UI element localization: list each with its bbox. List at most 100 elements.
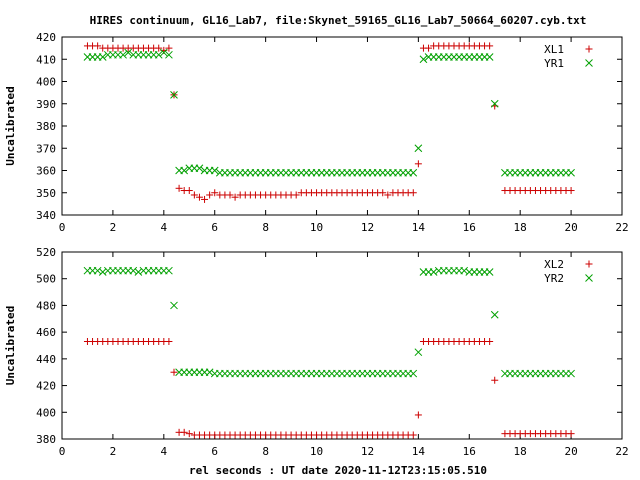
x-tick-label: 0 bbox=[59, 445, 66, 458]
legend-label: YR2 bbox=[544, 272, 564, 285]
x-tick-label: 12 bbox=[361, 445, 374, 458]
data-point bbox=[159, 48, 168, 57]
data-point bbox=[485, 53, 494, 61]
x-tick-label: 14 bbox=[412, 221, 426, 234]
legend-marker bbox=[585, 59, 593, 67]
y-tick-label: 380 bbox=[36, 433, 56, 446]
data-point bbox=[165, 44, 173, 52]
data-point bbox=[567, 430, 575, 438]
y-tick-label: 370 bbox=[36, 142, 56, 155]
y-tick-label: 350 bbox=[36, 187, 56, 200]
data-point bbox=[226, 191, 234, 199]
y-tick-label: 520 bbox=[36, 246, 56, 259]
data-point bbox=[210, 166, 219, 175]
data-point bbox=[429, 268, 438, 276]
y-tick-label: 400 bbox=[36, 406, 56, 419]
y-tick-label: 410 bbox=[36, 53, 56, 66]
y-tick-label: 400 bbox=[36, 76, 56, 89]
data-point bbox=[409, 168, 418, 177]
y-tick-label: 500 bbox=[36, 273, 56, 286]
y-tick-label: 380 bbox=[36, 120, 56, 133]
data-point bbox=[170, 90, 178, 99]
series-yr1 bbox=[83, 48, 575, 177]
data-point bbox=[180, 166, 189, 175]
data-point bbox=[134, 268, 143, 276]
y-tick-label: 360 bbox=[36, 165, 56, 178]
legend-marker bbox=[585, 260, 593, 268]
x-tick-label: 0 bbox=[59, 221, 66, 234]
data-point bbox=[292, 191, 300, 199]
data-point bbox=[211, 189, 219, 197]
data-point bbox=[180, 428, 188, 436]
data-point bbox=[93, 266, 102, 275]
plot-frame bbox=[61, 251, 623, 440]
data-point bbox=[155, 44, 163, 52]
data-point bbox=[414, 160, 422, 168]
y-tick-label: 390 bbox=[36, 98, 56, 111]
data-point bbox=[409, 431, 417, 439]
data-point bbox=[175, 184, 183, 192]
plot-frame bbox=[61, 36, 623, 216]
series-xl2 bbox=[83, 337, 575, 439]
data-point bbox=[98, 53, 107, 61]
data-point bbox=[567, 369, 575, 378]
x-tick-label: 10 bbox=[310, 221, 323, 234]
x-tick-label: 2 bbox=[110, 221, 117, 234]
data-point bbox=[409, 189, 417, 197]
data-point bbox=[185, 430, 193, 438]
x-axis-label: rel seconds : UT date 2020-11-12T23:15:0… bbox=[189, 464, 487, 477]
data-point bbox=[206, 191, 214, 199]
x-tick-label: 22 bbox=[615, 221, 628, 234]
data-point bbox=[409, 369, 418, 378]
chart-panels: 0 2 4 6 8 10 12 14 16 18 20 22340350360370380390400… bbox=[4, 31, 629, 458]
x-tick-label: 22 bbox=[615, 445, 628, 458]
x-tick-label: 8 bbox=[262, 221, 269, 234]
x-tick-label: 18 bbox=[514, 445, 527, 458]
legend-label: XL2 bbox=[544, 258, 564, 271]
legend-marker bbox=[585, 45, 593, 53]
y-tick-label: 480 bbox=[36, 299, 56, 312]
x-tick-label: 20 bbox=[564, 221, 577, 234]
data-point bbox=[195, 193, 203, 201]
y-tick-label: 340 bbox=[36, 209, 56, 222]
data-point bbox=[201, 195, 209, 203]
y-axis-label: Uncalibrated bbox=[4, 86, 17, 165]
x-tick-label: 16 bbox=[463, 221, 476, 234]
data-point bbox=[379, 189, 387, 197]
data-point bbox=[185, 187, 193, 195]
data-point bbox=[165, 266, 173, 275]
data-point bbox=[205, 368, 214, 377]
data-point bbox=[414, 348, 423, 357]
data-point bbox=[567, 168, 575, 177]
data-point bbox=[567, 187, 575, 195]
data-point bbox=[490, 310, 499, 319]
series-yr2 bbox=[83, 266, 575, 378]
x-tick-label: 12 bbox=[361, 221, 374, 234]
data-point bbox=[170, 368, 178, 376]
y-tick-label: 460 bbox=[36, 326, 56, 339]
data-point bbox=[384, 191, 392, 199]
x-tick-label: 16 bbox=[463, 445, 476, 458]
data-point bbox=[154, 50, 163, 59]
data-point bbox=[485, 268, 494, 276]
data-point bbox=[98, 268, 107, 276]
x-tick-label: 18 bbox=[514, 221, 527, 234]
x-tick-label: 6 bbox=[211, 221, 218, 234]
x-tick-label: 4 bbox=[161, 445, 168, 458]
data-point bbox=[414, 144, 423, 153]
data-point bbox=[491, 376, 499, 384]
legend-label: XL1 bbox=[544, 43, 564, 56]
legend-label: YR1 bbox=[544, 57, 564, 70]
x-tick-label: 10 bbox=[310, 445, 323, 458]
data-point bbox=[165, 50, 173, 59]
x-tick-label: 2 bbox=[110, 445, 117, 458]
y-tick-label: 420 bbox=[36, 380, 56, 393]
data-point bbox=[190, 191, 198, 199]
x-tick-label: 14 bbox=[412, 445, 426, 458]
legend-marker bbox=[585, 274, 593, 282]
chart-title: HIRES continuum, GL16_Lab7, file:Skynet_… bbox=[90, 14, 587, 27]
data-point bbox=[195, 164, 204, 173]
data-point bbox=[414, 411, 422, 419]
data-point bbox=[486, 42, 494, 50]
